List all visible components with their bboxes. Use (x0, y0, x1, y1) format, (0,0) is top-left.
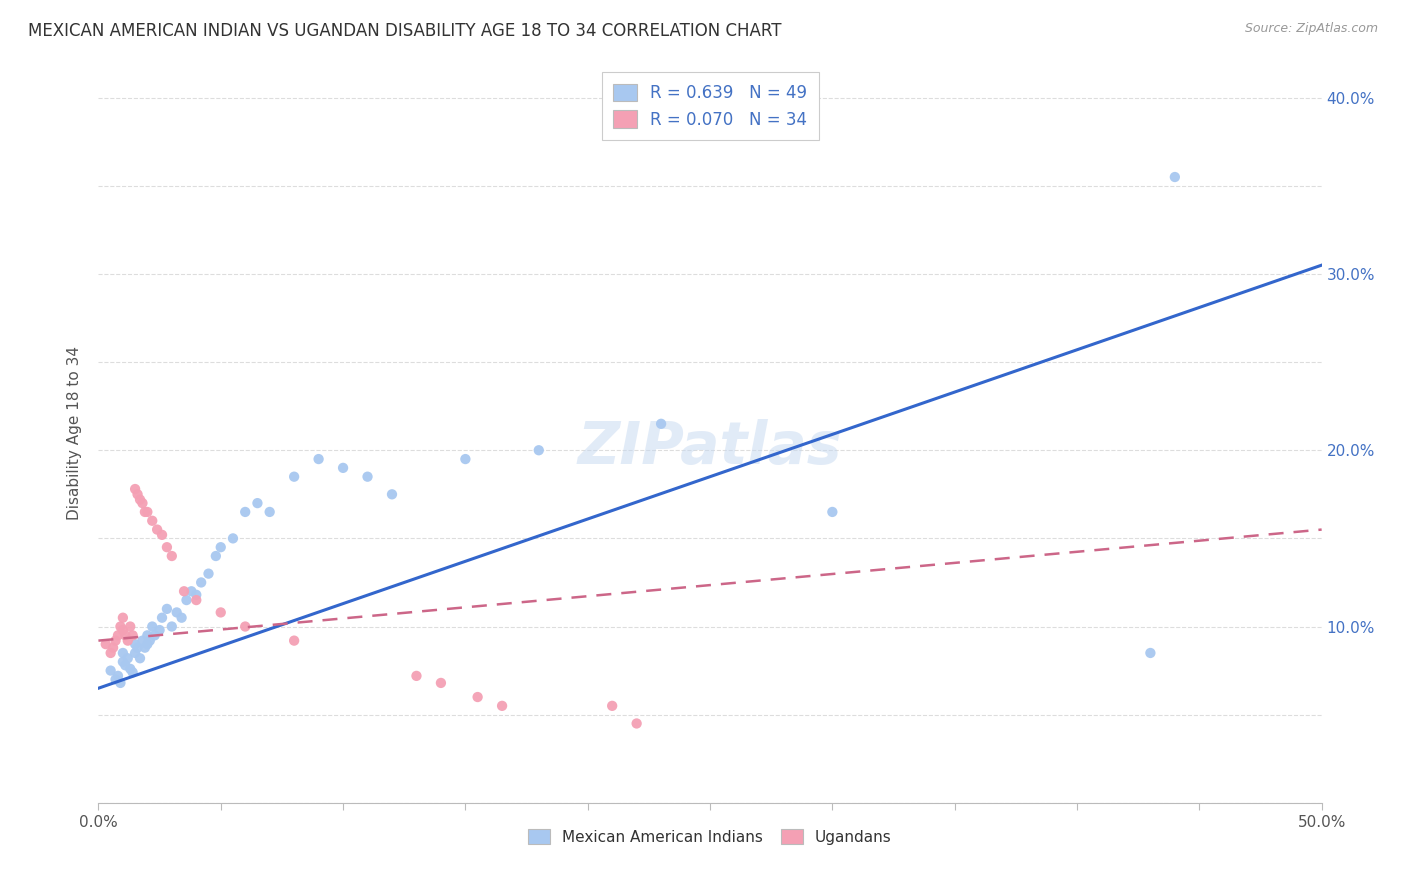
Y-axis label: Disability Age 18 to 34: Disability Age 18 to 34 (67, 345, 83, 520)
Point (127, 640, 149, 655)
Point (156, 540, 179, 554)
Point (136, 637, 159, 651)
Point (131, 633, 153, 648)
Point (173, 584, 195, 599)
Point (821, 505, 844, 519)
Text: Source: ZipAtlas.com: Source: ZipAtlas.com (1244, 22, 1378, 36)
Point (626, 716, 648, 731)
Point (259, 505, 281, 519)
Text: ZIPatlas: ZIPatlas (578, 419, 842, 476)
Point (233, 619, 256, 633)
Point (124, 482, 146, 496)
Point (1139, 646, 1161, 660)
Point (94, 637, 117, 651)
Text: MEXICAN AMERICAN INDIAN VS UGANDAN DISABILITY AGE 18 TO 34 CORRELATION CHART: MEXICAN AMERICAN INDIAN VS UGANDAN DISAB… (28, 22, 782, 40)
Point (141, 619, 163, 633)
Point (186, 588, 208, 602)
Point (430, 676, 453, 690)
Point (283, 633, 305, 648)
Point (100, 664, 122, 678)
Point (454, 452, 477, 467)
Point (104, 673, 127, 687)
Point (332, 461, 354, 475)
Point (120, 662, 142, 676)
Point (117, 651, 139, 665)
Point (650, 417, 672, 431)
Point (180, 584, 202, 599)
Point (205, 549, 228, 563)
Point (156, 602, 179, 616)
Point (209, 606, 232, 620)
Point (127, 487, 149, 501)
Point (209, 540, 232, 554)
Point (233, 505, 256, 519)
Point (222, 532, 245, 546)
Point (104, 633, 127, 648)
Point (110, 619, 132, 633)
Point (283, 469, 305, 483)
Point (124, 637, 146, 651)
Point (149, 623, 172, 637)
Point (111, 623, 134, 637)
Point (405, 669, 427, 683)
Point (101, 640, 124, 655)
Point (197, 566, 219, 581)
Point (129, 492, 152, 507)
Point (527, 443, 550, 458)
Point (146, 523, 169, 537)
Point (136, 628, 159, 642)
Point (114, 628, 136, 642)
Point (150, 610, 173, 624)
Point (246, 496, 269, 510)
Point (100, 646, 122, 660)
Point (150, 528, 173, 542)
Point (381, 487, 404, 501)
Point (160, 549, 183, 563)
Point (166, 606, 188, 620)
Point (111, 655, 134, 669)
Point (143, 628, 166, 642)
Point (134, 640, 156, 655)
Point (139, 633, 162, 648)
Point (111, 646, 134, 660)
Point (141, 514, 163, 528)
Point (121, 665, 143, 680)
Point (121, 628, 143, 642)
Point (1164, 169, 1187, 184)
Point (467, 690, 489, 704)
Point (107, 628, 129, 642)
Point (491, 698, 513, 713)
Point (356, 469, 378, 483)
Point (114, 658, 136, 673)
Point (170, 610, 193, 624)
Point (160, 619, 183, 633)
Point (600, 698, 623, 713)
Point (190, 575, 212, 590)
Legend: Mexican American Indians, Ugandans: Mexican American Indians, Ugandans (522, 822, 898, 851)
Point (107, 669, 129, 683)
Point (129, 651, 152, 665)
Point (120, 619, 142, 633)
Point (186, 593, 208, 607)
Point (134, 505, 156, 519)
Point (136, 505, 159, 519)
Point (308, 452, 330, 467)
Point (110, 676, 132, 690)
Point (111, 610, 134, 624)
Point (124, 646, 146, 660)
Point (131, 496, 153, 510)
Point (117, 633, 139, 648)
Point (176, 593, 198, 607)
